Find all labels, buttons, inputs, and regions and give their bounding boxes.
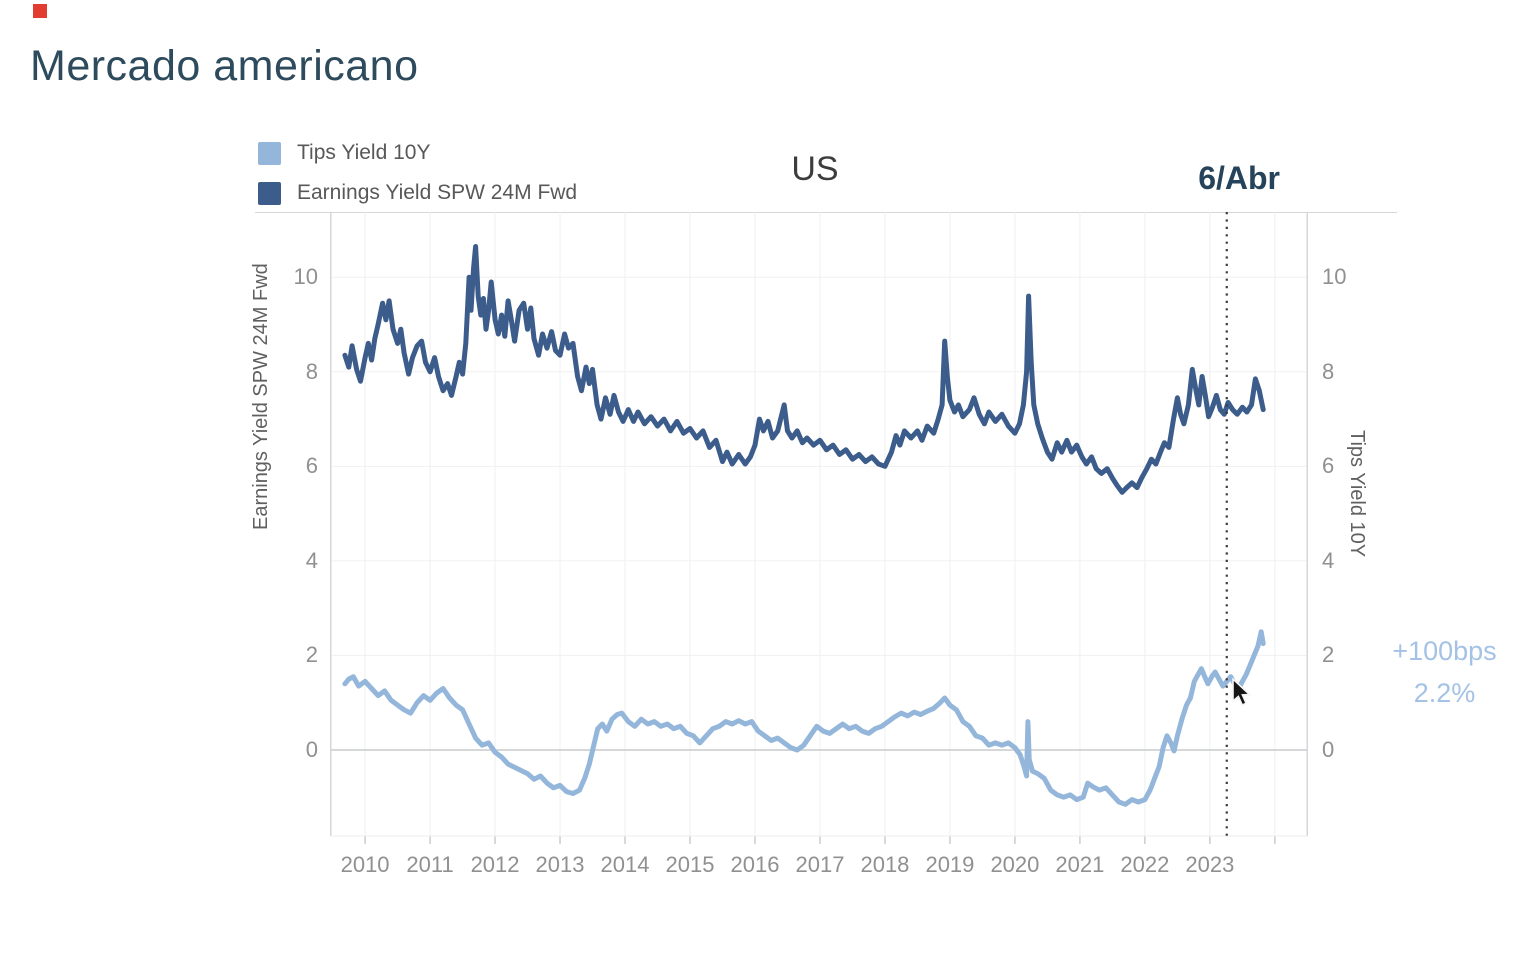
tick-label: 2023 xyxy=(1185,852,1235,877)
tick-label: 2020 xyxy=(990,852,1040,877)
tick-label: 0 xyxy=(305,736,318,762)
tick-label: 4 xyxy=(1322,547,1335,573)
tick-label: 8 xyxy=(305,358,318,384)
tick-label: 2015 xyxy=(665,852,715,877)
chart-legend: Tips Yield 10Y Earnings Yield SPW 24M Fw… xyxy=(258,137,577,217)
tick-label: 2016 xyxy=(730,852,780,877)
tick-label: 2 xyxy=(305,642,318,668)
page-title: Mercado americano xyxy=(30,42,419,90)
tick-label: 2010 xyxy=(340,852,390,877)
chart-title: US xyxy=(791,150,839,188)
legend-swatch-earnings-yield xyxy=(258,181,281,205)
header-separator xyxy=(255,212,1397,213)
plot-canvas xyxy=(330,212,1308,844)
recording-indicator xyxy=(33,4,47,18)
tick-label: 0 xyxy=(1322,736,1335,762)
legend-label: Tips Yield 10Y xyxy=(297,141,431,164)
tick-label: 2011 xyxy=(406,852,454,877)
legend-swatch-tips-yield xyxy=(258,141,281,165)
legend-item-tips-yield[interactable]: Tips Yield 10Y xyxy=(258,137,577,169)
tick-label: 2 xyxy=(1322,642,1335,668)
tick-label: 6 xyxy=(305,453,318,479)
tick-label: 10 xyxy=(293,264,318,290)
legend-item-earnings-yield[interactable]: Earnings Yield SPW 24M Fwd xyxy=(258,177,577,209)
tick-label: 6 xyxy=(1322,453,1335,479)
tick-label: 4 xyxy=(305,547,318,573)
tick-label: 10 xyxy=(1322,264,1347,290)
plot-area[interactable] xyxy=(330,212,1308,848)
right-axis-title: Tips Yield 10Y xyxy=(1346,430,1368,558)
tick-label: 2013 xyxy=(535,852,585,877)
tick-label: 2018 xyxy=(860,852,910,877)
tick-label: 2019 xyxy=(925,852,975,877)
tick-label: 2022 xyxy=(1120,852,1170,877)
tick-label: 2012 xyxy=(470,852,520,877)
chart-date-label: 6/Abr xyxy=(1198,160,1280,196)
annotation-bps: +100bps xyxy=(1392,636,1497,666)
tick-label: 2021 xyxy=(1055,852,1105,877)
tick-label: 2014 xyxy=(600,852,650,877)
yield-annotation: +100bps 2.2% xyxy=(1372,630,1517,714)
tick-label: 8 xyxy=(1322,358,1335,384)
mouse-cursor-icon xyxy=(1231,677,1255,713)
left-axis-title: Earnings Yield SPW 24M Fwd xyxy=(250,263,272,530)
annotation-pct: 2.2% xyxy=(1413,678,1476,708)
legend-label: Earnings Yield SPW 24M Fwd xyxy=(297,181,578,204)
tick-label: 2017 xyxy=(795,852,845,877)
